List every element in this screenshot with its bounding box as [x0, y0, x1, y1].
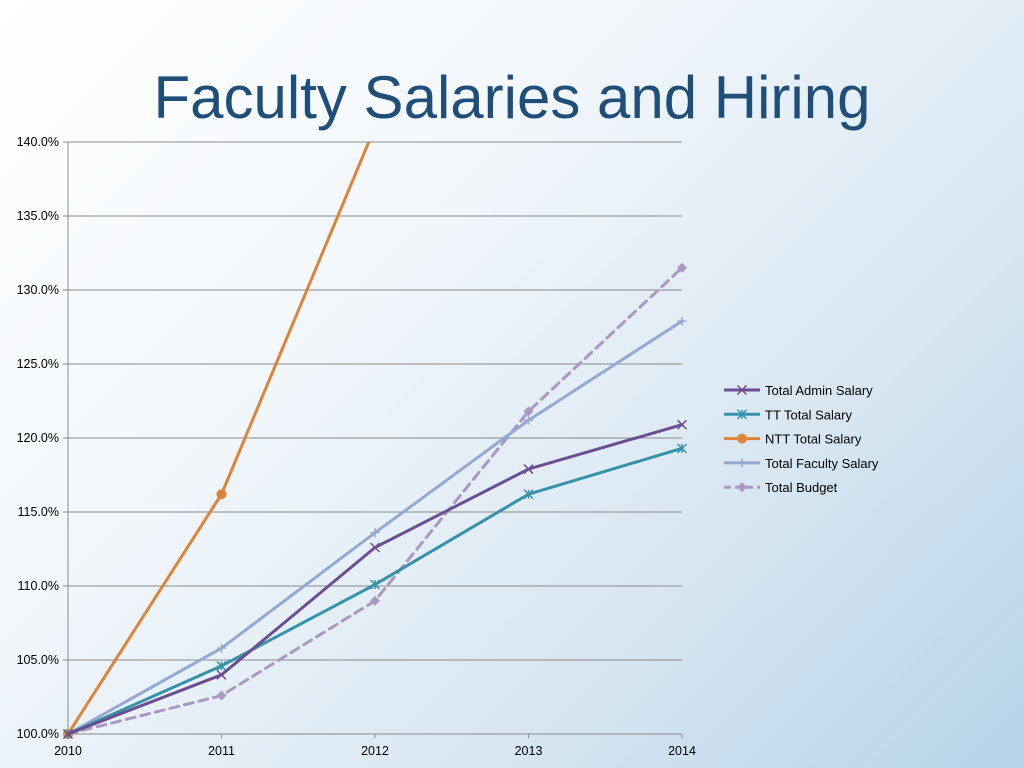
data-point-tt-total-salary [216, 660, 227, 671]
legend-marker [737, 433, 747, 444]
legend-item-total-faculty-salary: Total Faculty Salary [724, 456, 879, 471]
legend-item-ntt-total-salary: NTT Total Salary [724, 432, 862, 447]
legend-label: TT Total Salary [765, 407, 852, 422]
y-tick-label: 130.0% [17, 283, 59, 297]
legend-label: Total Budget [765, 480, 838, 495]
data-point-total-faculty-salary [524, 415, 533, 425]
data-point-total-budget [370, 595, 380, 606]
data-point-total-budget [677, 262, 687, 273]
legend-label: Total Admin Salary [765, 383, 873, 398]
data-point-total-faculty-salary [217, 643, 226, 653]
data-point-total-admin-salary [62, 728, 74, 740]
data-point-total-admin-salary [216, 669, 227, 680]
data-point-total-budget [216, 690, 227, 701]
data-point-tt-total-salary [676, 443, 688, 454]
y-tick-label: 135.0% [17, 209, 59, 223]
series-line-total-budget [66, 266, 684, 736]
x-tick-label: 2011 [208, 744, 235, 758]
data-point-tt-total-salary [369, 579, 381, 590]
legend-marker [737, 482, 747, 493]
x-tick-label: 2014 [668, 744, 696, 758]
legend-item-tt-total-salary: TT Total Salary [724, 407, 852, 422]
legend-marker [736, 384, 748, 396]
x-tick-label: 2010 [54, 744, 82, 758]
series-line-ntt-total-salary [66, 142, 371, 736]
tick-labels: 100.0% 105.0% 110.0% 115.0% 120.0% 125.0% 130.… [17, 135, 696, 758]
y-tick-label: 125.0% [17, 357, 59, 371]
y-tick-label: 100.0% [17, 727, 59, 741]
data-point-total-faculty-salary [370, 528, 380, 538]
slide-title: Faculty Salaries and Hiring [153, 64, 871, 131]
series-line-total-admin-salary [66, 423, 684, 736]
y-tick-label: 120.0% [17, 431, 59, 445]
y-tick-label: 140.0% [17, 135, 59, 149]
series-lines [62, 142, 688, 740]
legend-label: Total Faculty Salary [765, 456, 879, 471]
y-tick-label: 110.0% [18, 579, 59, 593]
legend-marker [737, 458, 747, 468]
data-point-total-budget [523, 406, 534, 417]
series-line-total-faculty-salary [66, 319, 684, 736]
data-point-total-admin-salary [523, 464, 534, 475]
y-tick-label: 115.0% [18, 505, 59, 519]
x-tick-label: 2013 [515, 744, 543, 758]
legend-label: NTT Total Salary [765, 432, 862, 447]
x-tick-label: 2012 [361, 744, 389, 758]
data-point-total-faculty-salary [677, 316, 687, 326]
data-point-ntt-total-salary [216, 489, 227, 500]
legend: Total Admin Salary TT Total Salary NTT Tot… [724, 383, 879, 495]
y-tick-label: 105.0% [17, 653, 59, 667]
legend-item-total-admin-salary: Total Admin Salary [724, 383, 873, 398]
data-point-tt-total-salary [523, 489, 534, 500]
data-point-total-admin-salary [369, 542, 381, 553]
data-point-total-admin-salary [676, 419, 688, 430]
legend-item-total-budget: Total Budget [724, 480, 838, 495]
legend-marker [736, 409, 748, 420]
axes [63, 141, 683, 738]
